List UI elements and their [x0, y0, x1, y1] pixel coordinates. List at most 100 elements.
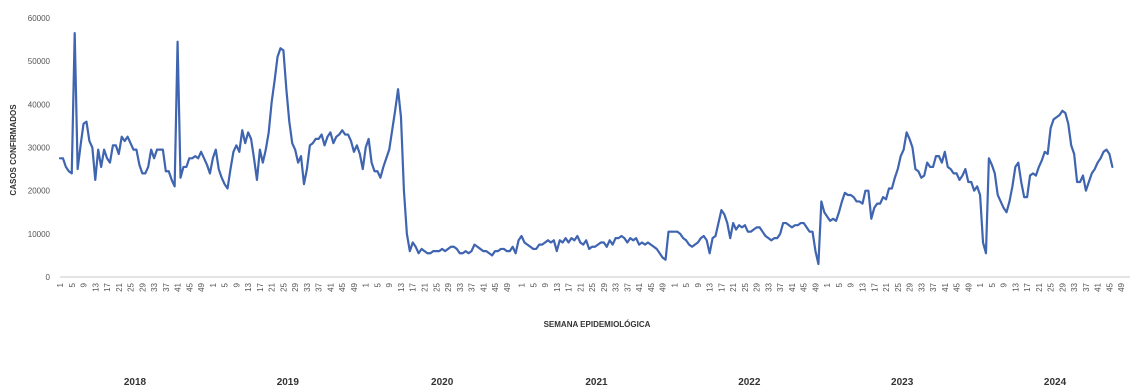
x-tick-label: 9: [385, 282, 394, 287]
y-tick-label: 20000: [28, 187, 51, 196]
x-tick-label: 25: [741, 282, 750, 291]
x-tick-label: 1: [362, 282, 371, 287]
x-tick-label: 13: [1011, 282, 1020, 291]
x-tick-label: 17: [717, 282, 726, 291]
x-tick-label: 5: [373, 282, 382, 287]
x-tick-label: 9: [80, 282, 89, 287]
x-tick-label: 9: [232, 282, 241, 287]
x-tick-label: 21: [882, 282, 891, 291]
x-tick-label: 5: [682, 282, 691, 287]
x-tick-label: 17: [565, 282, 574, 291]
x-tick-label: 17: [870, 282, 879, 291]
x-tick-label: 21: [268, 282, 277, 291]
x-tick-label: 1: [976, 282, 985, 287]
x-tick-label: 49: [197, 282, 206, 291]
x-tick-label: 33: [764, 282, 773, 291]
y-tick-label: 40000: [28, 100, 51, 109]
x-tick-label: 5: [988, 282, 997, 287]
year-label-2021: 2021: [585, 377, 608, 388]
x-tick-label: 21: [729, 282, 738, 291]
y-tick-label: 30000: [28, 144, 51, 153]
x-tick-label: 49: [964, 282, 973, 291]
x-tick-label: 29: [600, 282, 609, 291]
x-tick-label: 13: [706, 282, 715, 291]
x-tick-label: 13: [859, 282, 868, 291]
y-tick-label: 10000: [28, 230, 51, 239]
x-tick-label: 1: [670, 282, 679, 287]
x-tick-label: 5: [68, 282, 77, 287]
x-tick-label: 21: [421, 282, 430, 291]
x-tick-label: 33: [456, 282, 465, 291]
x-tick-label: 33: [303, 282, 312, 291]
x-tick-label: 49: [1117, 282, 1126, 291]
x-tick-label: 17: [256, 282, 265, 291]
x-tick-label: 21: [1035, 282, 1044, 291]
x-tick-label: 9: [541, 282, 550, 287]
x-tick-label: 25: [894, 282, 903, 291]
x-tick-label: 49: [659, 282, 668, 291]
x-tick-label: 41: [1094, 282, 1103, 291]
x-tick-label: 45: [491, 282, 500, 291]
year-label-2019: 2019: [277, 377, 300, 388]
x-tick-label: 45: [647, 282, 656, 291]
x-tick-label: 29: [138, 282, 147, 291]
x-axis-ticks: 1 5 9 13 17 21 25 29 33 37 41 45 49 1 5 9 13 17 21 25 29 33 37…: [56, 282, 1126, 291]
x-tick-label: 29: [906, 282, 915, 291]
x-axis-title: SEMANA EPIDEMIOLÓGICA: [544, 320, 651, 329]
x-tick-label: 1: [209, 282, 218, 287]
x-tick-label: 37: [623, 282, 632, 291]
x-tick-label: 5: [529, 282, 538, 287]
x-tick-label: 41: [941, 282, 950, 291]
y-tick-label: 60000: [28, 14, 51, 23]
x-tick-label: 33: [917, 282, 926, 291]
x-tick-label: 33: [1070, 282, 1079, 291]
x-tick-label: 49: [350, 282, 359, 291]
x-tick-label: 45: [800, 282, 809, 291]
x-tick-label: 17: [103, 282, 112, 291]
x-tick-label: 13: [553, 282, 562, 291]
x-tick-label: 1: [823, 282, 832, 287]
x-tick-label: 29: [1058, 282, 1067, 291]
series-line-casos-confirmados: [58, 32, 1114, 266]
x-tick-label: 49: [811, 282, 820, 291]
x-tick-label: 45: [953, 282, 962, 291]
x-tick-label: 25: [1047, 282, 1056, 291]
x-tick-label: 25: [432, 282, 441, 291]
x-tick-label: 41: [788, 282, 797, 291]
y-tick-label: 50000: [28, 57, 51, 66]
x-tick-label: 25: [588, 282, 597, 291]
x-tick-label: 21: [576, 282, 585, 291]
x-tick-label: 9: [1000, 282, 1009, 287]
x-tick-label: 25: [279, 282, 288, 291]
x-tick-label: 17: [1023, 282, 1032, 291]
year-label-2024: 2024: [1044, 377, 1067, 388]
x-tick-label: 37: [1082, 282, 1091, 291]
year-label-2022: 2022: [738, 377, 761, 388]
y-axis-title: CASOS CONFIRMADOS: [9, 104, 18, 196]
y-axis-ticks: 0 10000 20000 30000 40000 50000 60000: [28, 14, 51, 282]
x-tick-label: 45: [338, 282, 347, 291]
x-tick-label: 5: [221, 282, 230, 287]
x-tick-label: 13: [91, 282, 100, 291]
x-tick-label: 37: [929, 282, 938, 291]
x-tick-label: 13: [397, 282, 406, 291]
x-tick-label: 45: [1105, 282, 1114, 291]
x-tick-label: 49: [503, 282, 512, 291]
y-tick-label: 0: [46, 273, 51, 282]
x-tick-label: 21: [115, 282, 124, 291]
year-label-2023: 2023: [891, 377, 914, 388]
x-tick-label: 45: [185, 282, 194, 291]
x-tick-label: 29: [753, 282, 762, 291]
x-tick-label: 41: [635, 282, 644, 291]
x-tick-label: 41: [479, 282, 488, 291]
x-tick-label: 37: [315, 282, 324, 291]
x-tick-label: 41: [326, 282, 335, 291]
x-tick-label: 17: [409, 282, 418, 291]
x-tick-label: 1: [518, 282, 527, 287]
x-tick-label: 1: [56, 282, 65, 287]
x-tick-label: 29: [444, 282, 453, 291]
x-tick-label: 25: [127, 282, 136, 291]
x-tick-label: 9: [694, 282, 703, 287]
x-tick-label: 37: [162, 282, 171, 291]
